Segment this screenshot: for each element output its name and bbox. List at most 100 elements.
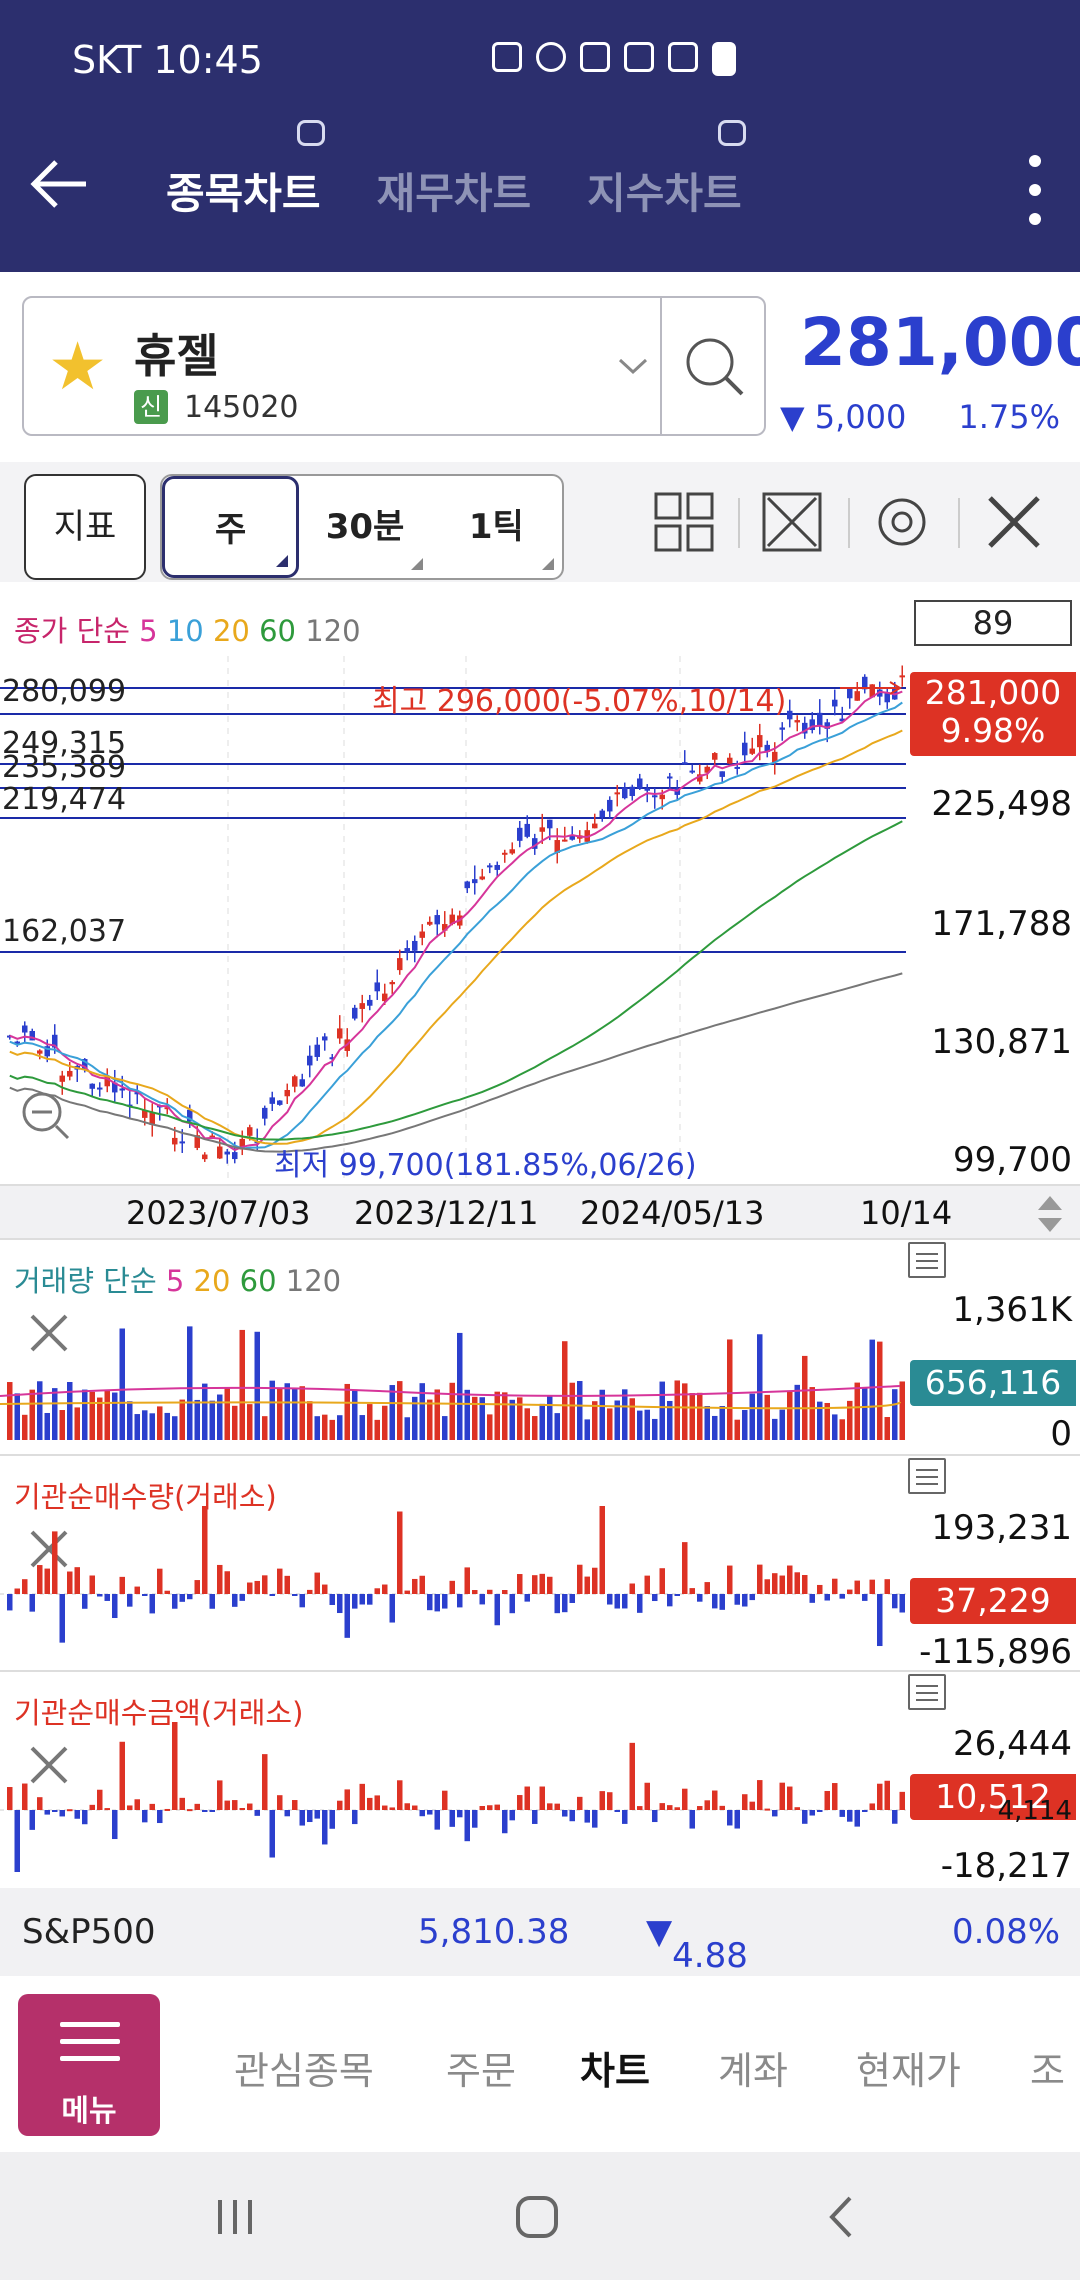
close-icon[interactable]	[24, 1524, 74, 1574]
toolbar-divider	[848, 498, 850, 548]
candle-body	[719, 771, 725, 777]
volume-bar	[209, 1400, 215, 1440]
volume-bar	[97, 1397, 103, 1440]
inst-bar	[239, 1594, 245, 1601]
date-axis: 2023/07/03 2023/12/11 2024/05/13 10/14	[0, 1184, 1080, 1240]
volume-bar	[427, 1399, 433, 1440]
inst-bar	[74, 1810, 80, 1819]
grid-layout-icon[interactable]	[650, 488, 718, 556]
inst-bar	[899, 1594, 905, 1613]
candle-body	[52, 1034, 58, 1048]
inst-bar	[299, 1594, 305, 1608]
inst-qty-chart[interactable]	[0, 1506, 910, 1656]
candle-body	[224, 1151, 230, 1155]
inst-bar	[479, 1594, 485, 1605]
candle-body	[524, 823, 530, 837]
star-icon[interactable]: ★	[48, 328, 108, 405]
candle-body	[299, 1079, 305, 1087]
volume-legend: 거래량 단순 5 20 60 120	[14, 1258, 341, 1300]
nav-current-price[interactable]: 현재가	[856, 2049, 961, 2093]
low-price-label: 최저 99,700(181.85%,06/26)	[274, 1148, 697, 1183]
volume-bar	[494, 1391, 500, 1440]
volume-bar	[157, 1406, 163, 1440]
candle-body	[712, 753, 718, 760]
nav-watchlist[interactable]: 관심종목	[234, 2049, 374, 2093]
search-button[interactable]	[660, 298, 766, 434]
tab-index-chart[interactable]: 지수차트	[587, 120, 746, 221]
inst-bar	[884, 1579, 890, 1594]
volume-bar	[292, 1388, 298, 1440]
nav-chart[interactable]: 차트	[580, 2049, 650, 2093]
tab-index-chart-label: 지수차트	[587, 169, 742, 218]
period-1tick[interactable]: 1틱	[431, 476, 562, 578]
index-ticker[interactable]: S&P500 5,810.38 ▼ 4.88 0.08%	[0, 1888, 1080, 1976]
home-icon[interactable]	[512, 2192, 562, 2242]
tools-icon[interactable]	[980, 488, 1048, 556]
inst-qty-title: 기관순매수량(거래소)	[14, 1480, 277, 1514]
volume-bar	[442, 1416, 448, 1440]
zoom-out-icon[interactable]	[16, 1086, 76, 1146]
pane-menu-icon[interactable]	[908, 1458, 946, 1494]
inst-bar	[464, 1810, 470, 1842]
inst-bar	[104, 1594, 110, 1601]
candle-body	[59, 1075, 65, 1082]
volume-bar	[892, 1389, 898, 1440]
chart-area[interactable]: 종가 단순 5 10 20 60 120 89 280,099 249,315 …	[0, 596, 1080, 1886]
inst-bar	[719, 1594, 725, 1610]
nav-order[interactable]: 주문	[446, 2049, 516, 2093]
price-chart[interactable]	[0, 596, 910, 1186]
volume-bar	[697, 1392, 703, 1440]
nav-account[interactable]: 계좌	[718, 2049, 788, 2093]
level-label: 162,037	[2, 914, 127, 949]
inst-bar	[232, 1800, 238, 1810]
more-options-icon[interactable]	[1028, 155, 1042, 225]
inst-bar	[869, 1579, 875, 1594]
inst-bar	[652, 1594, 658, 1602]
volume-bar	[839, 1419, 845, 1440]
inst-bar	[839, 1594, 845, 1599]
inst-bar	[637, 1594, 643, 1613]
volume-bar	[464, 1389, 470, 1440]
chevron-down-icon[interactable]	[616, 348, 650, 382]
status-bar: SKT 10:45	[72, 38, 263, 82]
inst-amt-axis-max: 26,444	[953, 1724, 1072, 1764]
period-30min[interactable]: 30분	[299, 476, 430, 578]
tab-stock-chart[interactable]: 종목차트	[166, 120, 325, 221]
menu-button[interactable]: 메뉴	[18, 1994, 160, 2136]
inst-bar	[614, 1810, 620, 1812]
pane-menu-icon[interactable]	[908, 1674, 946, 1710]
inst-amt-chart[interactable]	[0, 1722, 910, 1872]
volume-chart[interactable]	[0, 1292, 910, 1452]
signal-icon	[668, 42, 698, 72]
recent-apps-icon[interactable]	[210, 2192, 260, 2242]
gear-icon[interactable]	[868, 488, 936, 556]
inst-bar	[7, 1594, 13, 1611]
inst-bar	[892, 1810, 898, 1824]
inst-bar	[479, 1805, 485, 1810]
scroll-arrows-icon[interactable]	[1034, 1192, 1066, 1236]
volume-bar	[757, 1334, 763, 1440]
inst-bar	[89, 1575, 95, 1594]
indicator-button[interactable]: 지표	[24, 474, 146, 580]
inst-bar	[449, 1580, 455, 1594]
candle-body	[592, 823, 598, 829]
system-back-icon[interactable]	[818, 2192, 868, 2242]
volume-bar	[337, 1415, 343, 1440]
period-weekly[interactable]: 주	[162, 476, 300, 578]
inst-bar	[464, 1567, 470, 1594]
candle-body	[839, 718, 845, 722]
candle-body	[659, 794, 665, 800]
close-icon[interactable]	[24, 1740, 74, 1790]
tab-financial-chart[interactable]: 재무차트	[377, 160, 532, 221]
nav-more[interactable]: 조	[1030, 2049, 1065, 2093]
inst-bar	[412, 1805, 418, 1810]
close-icon[interactable]	[24, 1308, 74, 1358]
back-arrow-icon[interactable]	[26, 150, 94, 218]
inst-bar	[22, 1783, 28, 1810]
candle-body	[764, 744, 770, 752]
inst-bar	[434, 1594, 440, 1612]
mute-icon	[580, 42, 610, 72]
pane-menu-icon[interactable]	[908, 1242, 946, 1278]
fullscreen-icon[interactable]	[758, 488, 826, 556]
stock-selector[interactable]: ★ 휴젤 신 145020	[22, 296, 766, 436]
